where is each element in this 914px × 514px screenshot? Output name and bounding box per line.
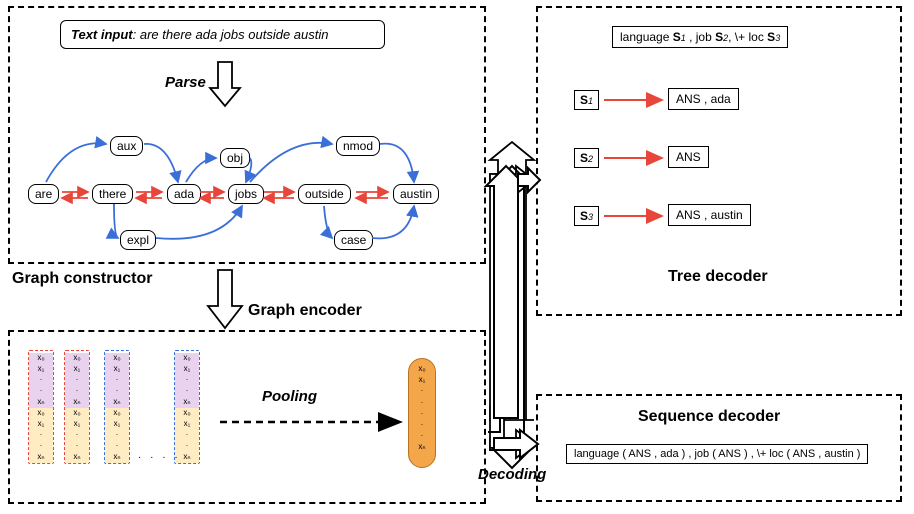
tree-top-box: language S1 , job S2, \+ loc S3 (612, 26, 788, 48)
node-austin: austin (393, 184, 439, 204)
s2-label: S2 (574, 148, 599, 168)
graph-encoder-label: Graph encoder (248, 302, 362, 320)
s3-label: S3 (574, 206, 599, 226)
pooled-vector: x₀x₁·····xₙ (408, 358, 436, 468)
node-there: there (92, 184, 133, 204)
vec-2: x₀x₁··xₙ x₀x₁··xₙ (64, 350, 90, 464)
sequence-decoder-label: Sequence decoder (638, 408, 780, 426)
vec-1: x₀x₁··xₙ x₀x₁··xₙ (28, 350, 54, 464)
node-case: case (334, 230, 373, 250)
tree-decoder-label: Tree decoder (668, 268, 768, 286)
s1-label: S1 (574, 90, 599, 110)
text-input-query: : are there ada jobs outside austin (133, 27, 329, 42)
sequence-output: language ( ANS , ada ) , job ( ANS ) , \… (566, 444, 868, 464)
node-aux: aux (110, 136, 143, 156)
vec-4: x₀x₁··xₙ x₀x₁··xₙ (174, 350, 200, 464)
node-nmod: nmod (336, 136, 380, 156)
graph-encoder-panel: x₀x₁··xₙ x₀x₁··xₙ x₀x₁··xₙ x₀x₁··xₙ x₀x₁… (8, 330, 486, 504)
node-jobs: jobs (228, 184, 264, 204)
node-obj: obj (220, 148, 250, 168)
node-are: are (28, 184, 59, 204)
sequence-decoder-panel: Sequence decoder language ( ANS , ada ) … (536, 394, 902, 502)
graph-constructor-panel: Text input: are there ada jobs outside a… (8, 6, 486, 264)
parse-label: Parse (165, 74, 206, 91)
node-ada: ada (167, 184, 201, 204)
text-input-box: Text input: are there ada jobs outside a… (60, 20, 385, 49)
vec-3: x₀x₁··xₙ x₀x₁··xₙ (104, 350, 130, 464)
vec-ellipsis: · · · · (138, 452, 181, 463)
s2-out: ANS (668, 146, 709, 168)
node-expl: expl (120, 230, 156, 250)
pooling-label: Pooling (262, 388, 317, 405)
graph-constructor-label: Graph constructor (12, 270, 152, 288)
s3-out: ANS , austin (668, 204, 751, 226)
text-input-prefix: Text input (71, 27, 133, 42)
s1-out: ANS , ada (668, 88, 739, 110)
node-outside: outside (298, 184, 351, 204)
tree-decoder-panel: language S1 , job S2, \+ loc S3 S1 ANS ,… (536, 6, 902, 316)
decoding-label: Decoding (478, 466, 546, 483)
